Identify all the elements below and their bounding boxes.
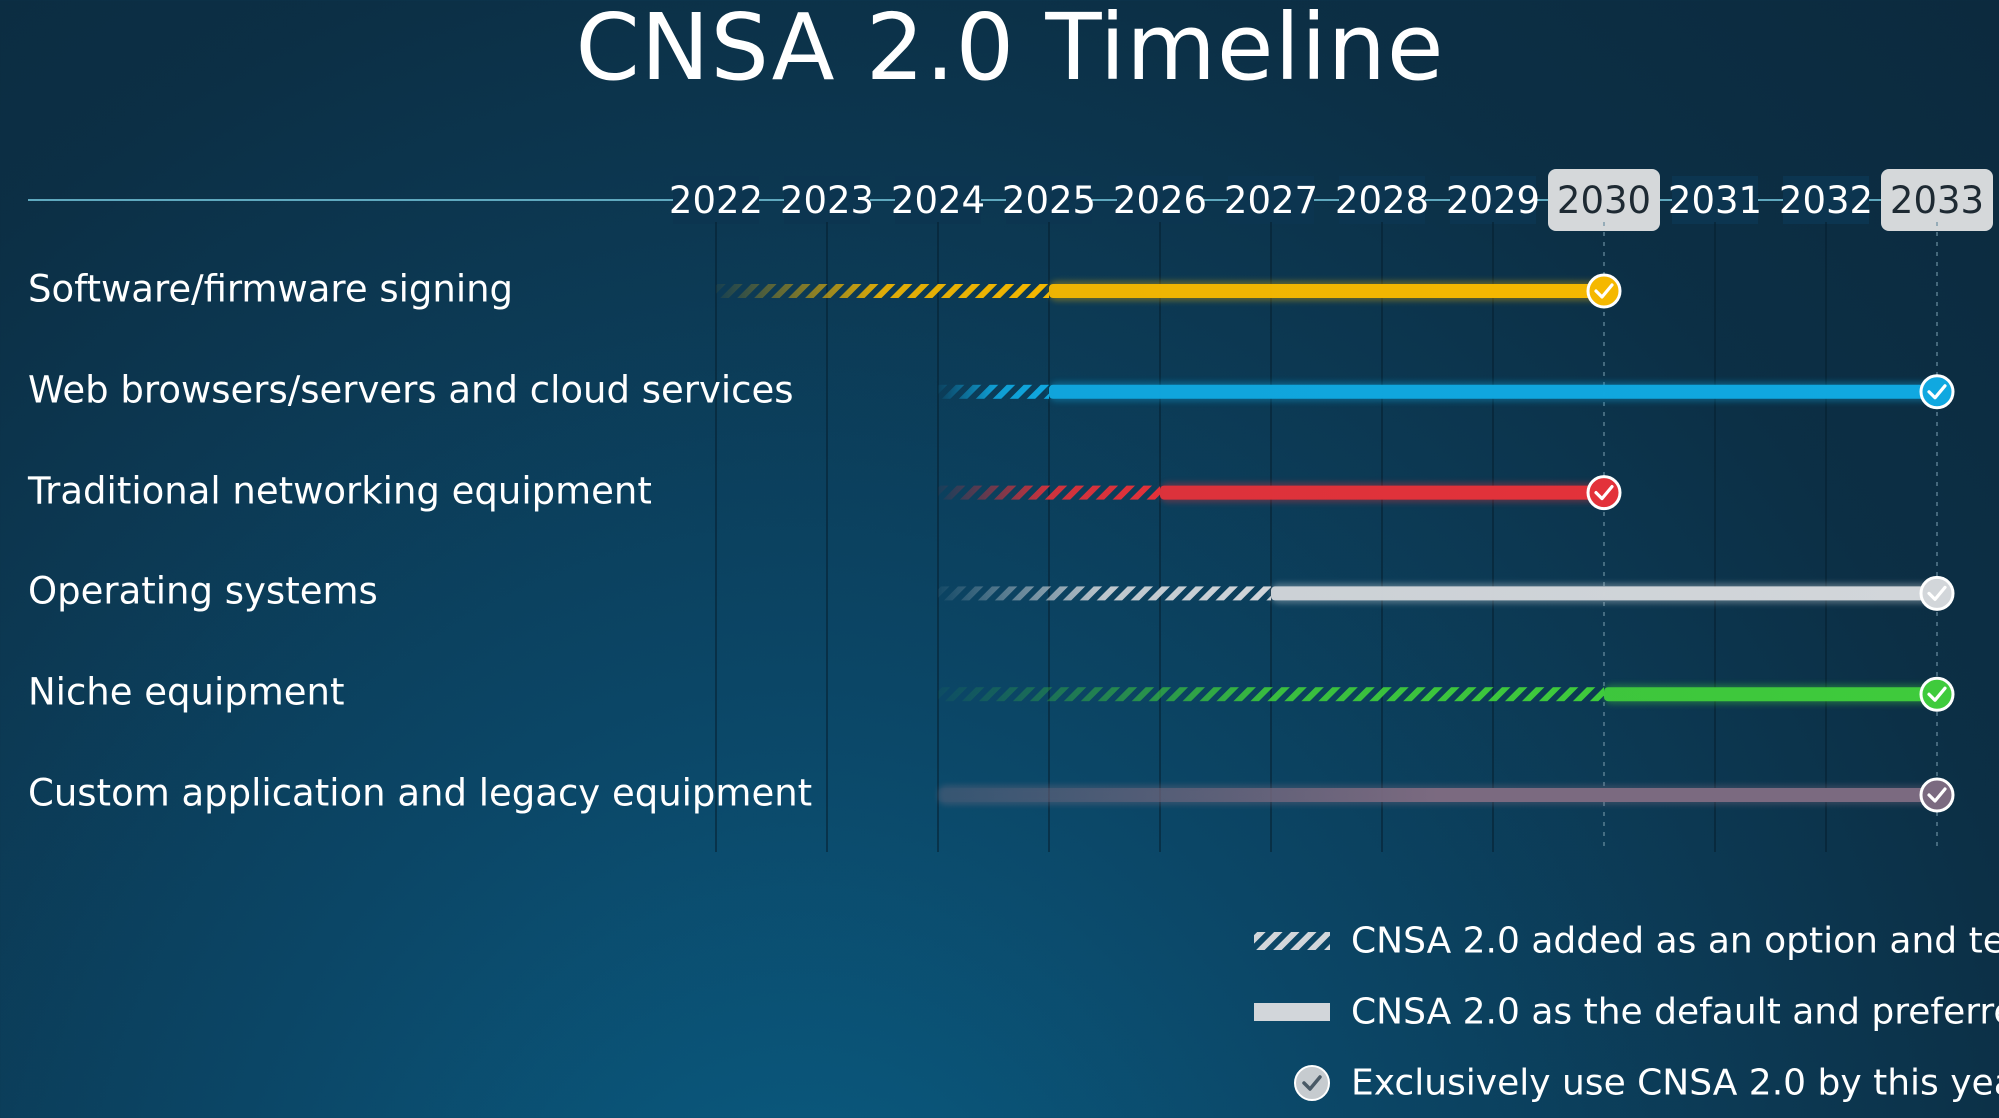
year-gridlines bbox=[715, 222, 1938, 852]
check-circle-icon bbox=[1586, 475, 1622, 511]
year-label-backdrop-2027 bbox=[1228, 176, 1314, 224]
legend bbox=[1254, 932, 1330, 1101]
year-label-backdrop-2028 bbox=[1339, 176, 1425, 224]
year-tick-label-2024: 2024 bbox=[891, 179, 985, 222]
default-segment bbox=[1160, 485, 1604, 500]
tested-segment bbox=[716, 284, 1049, 298]
tested-segment bbox=[938, 384, 1049, 399]
category-label: Custom application and legacy equipment bbox=[28, 771, 813, 815]
year-label-backdrop-2025 bbox=[1006, 176, 1092, 224]
check-circle-icon bbox=[1919, 676, 1955, 712]
default-segment bbox=[938, 788, 1937, 802]
year-tick-label-2022: 2022 bbox=[669, 179, 763, 222]
tested-segment bbox=[938, 687, 1604, 702]
check-circle-icon bbox=[1294, 1065, 1330, 1101]
hatched-bar-icon bbox=[1254, 932, 1330, 950]
category-label: Web browsers/servers and cloud services bbox=[28, 368, 794, 412]
year-tick-label-2032: 2032 bbox=[1779, 179, 1873, 222]
year-tick-label-2030: 2030 bbox=[1557, 179, 1651, 222]
year-highlight-badge-2030 bbox=[1548, 169, 1660, 231]
year-label-backdrop-2026 bbox=[1117, 176, 1203, 224]
check-circle-icon bbox=[1919, 374, 1955, 410]
tested-segment bbox=[938, 485, 1160, 500]
year-label-backdrop-2029 bbox=[1450, 176, 1536, 224]
check-circle-icon bbox=[1919, 777, 1955, 813]
year-tick-label-2023: 2023 bbox=[780, 179, 874, 222]
year-label-backdrop-2022 bbox=[673, 176, 759, 224]
chart-title: CNSA 2.0 Timeline bbox=[575, 0, 1445, 101]
solid-bar-icon bbox=[1254, 1003, 1330, 1021]
year-tick-label-2027: 2027 bbox=[1224, 179, 1318, 222]
category-label: Software/firmware signing bbox=[28, 267, 514, 311]
year-highlight-badge-2033 bbox=[1881, 169, 1993, 231]
tested-segment bbox=[938, 586, 1271, 601]
category-label: Operating systems bbox=[28, 569, 378, 613]
default-segment bbox=[1271, 586, 1937, 601]
category-label: Traditional networking equipment bbox=[28, 469, 652, 513]
year-label-backdrop-2023 bbox=[784, 176, 870, 224]
year-label-backdrop-2031 bbox=[1672, 176, 1758, 224]
default-segment bbox=[1049, 284, 1604, 298]
timeline-bars bbox=[716, 273, 1955, 813]
check-circle-icon bbox=[1919, 575, 1955, 611]
legend-label: CNSA 2.0 added as an option and tested bbox=[1351, 920, 1999, 962]
year-tick-label-2031: 2031 bbox=[1668, 179, 1762, 222]
year-tick-label-2029: 2029 bbox=[1446, 179, 1540, 222]
year-axis: 2022 2023 2024 2025 2026 2027 2028 2029 2030 2031… bbox=[28, 169, 1993, 231]
legend-label: CNSA 2.0 as the default and preferred bbox=[1351, 991, 1999, 1033]
year-tick-label-2025: 2025 bbox=[1002, 179, 1096, 222]
year-tick-label-2026: 2026 bbox=[1113, 179, 1207, 222]
year-tick-label-2028: 2028 bbox=[1335, 179, 1429, 222]
category-label: Niche equipment bbox=[28, 670, 345, 714]
check-circle-icon bbox=[1586, 273, 1622, 309]
year-tick-label-2033: 2033 bbox=[1890, 179, 1984, 222]
year-label-backdrop-2032 bbox=[1783, 176, 1869, 224]
default-segment bbox=[1604, 687, 1937, 702]
legend-label: Exclusively use CNSA 2.0 by this year bbox=[1351, 1062, 1999, 1104]
default-segment bbox=[1049, 384, 1937, 399]
year-label-backdrop-2024 bbox=[895, 176, 981, 224]
